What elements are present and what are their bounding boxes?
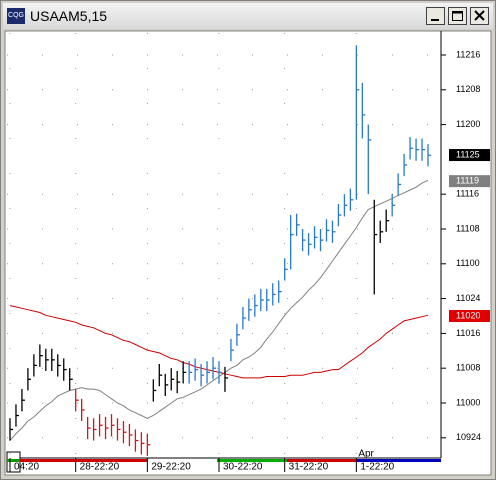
maximize-button[interactable] xyxy=(448,7,467,25)
price-tag-label: 11119 xyxy=(456,176,479,186)
session-strip xyxy=(147,459,217,462)
session-strip xyxy=(20,459,77,462)
x-tick-label: 04:20 xyxy=(14,462,39,473)
session-strip xyxy=(287,459,357,462)
month-label: Apr xyxy=(358,449,374,460)
y-tick-label: 11008 xyxy=(456,363,480,373)
y-tick-label: 11116 xyxy=(456,189,479,199)
y-tick-label: 11024 xyxy=(456,293,480,303)
title-bar: CQG USAAM5,15 xyxy=(3,3,493,29)
window-title: USAAM5,15 xyxy=(30,8,108,24)
y-tick-label: 11016 xyxy=(456,328,480,338)
x-tick-label: 1-22:20 xyxy=(360,462,394,473)
x-tick-label: 31-22:20 xyxy=(289,462,329,473)
session-strip xyxy=(7,459,20,462)
price-tag-label: 11125 xyxy=(456,149,480,159)
price-tag xyxy=(449,309,490,322)
session-strip xyxy=(217,459,287,462)
y-tick-label: 11108 xyxy=(456,223,480,233)
session-strip xyxy=(357,459,441,462)
price-tag xyxy=(449,175,490,188)
x-tick-label: 29-22:20 xyxy=(151,462,191,473)
y-tick-label: 11208 xyxy=(456,84,480,94)
close-button[interactable] xyxy=(470,7,489,25)
y-tick-label: 11100 xyxy=(456,258,480,268)
maximize-icon xyxy=(452,11,463,21)
y-tick-label: 10924 xyxy=(456,432,481,442)
y-tick-label: 11200 xyxy=(456,119,480,129)
chart-frame xyxy=(4,30,492,476)
app-icon: CQG xyxy=(7,8,25,24)
close-icon xyxy=(474,10,485,21)
y-tick-label: 11000 xyxy=(456,397,480,407)
price-tag xyxy=(449,149,490,162)
session-strip xyxy=(77,459,147,462)
minimize-button[interactable] xyxy=(426,7,445,25)
x-tick-label: 28-22:20 xyxy=(80,462,120,473)
price-tag-label: 11020 xyxy=(456,310,480,320)
minimize-icon xyxy=(431,19,439,21)
y-tick-label: 11216 xyxy=(456,49,480,59)
x-tick-label: 30-22:20 xyxy=(223,462,263,473)
